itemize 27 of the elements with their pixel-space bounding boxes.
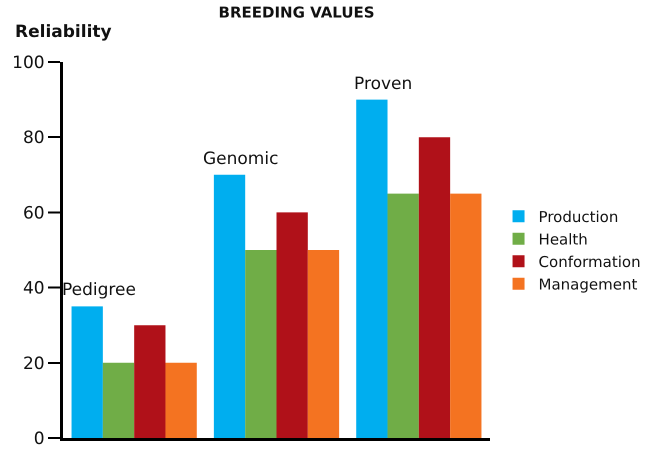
bar: [418, 137, 450, 438]
bar: [214, 174, 246, 438]
legend-label: Production: [538, 208, 618, 226]
chart-title: BREEDING VALUES: [218, 3, 375, 22]
bar: [356, 100, 388, 438]
y-tick-label: 80: [22, 128, 45, 148]
bar: [165, 362, 197, 438]
x-tick-label: Proven: [354, 74, 412, 94]
y-tick-label: 100: [12, 52, 45, 73]
bar: [72, 306, 103, 438]
legend-label: Conformation: [538, 253, 641, 272]
x-tick-label: Pedigree: [62, 280, 136, 300]
bar: [134, 325, 166, 438]
bar: [276, 212, 308, 438]
bar: [388, 194, 419, 438]
legend-label: Health: [538, 230, 588, 249]
bar: [450, 194, 482, 438]
y-tick-label: 0: [34, 428, 45, 449]
y-tick-label: 60: [22, 203, 45, 224]
bar: [245, 250, 276, 438]
legend-label: Management: [538, 276, 638, 294]
y-axis-title: Reliability: [15, 22, 112, 42]
bar: [102, 362, 134, 438]
y-tick-label: 40: [22, 278, 45, 299]
y-tick-label: 20: [22, 354, 45, 374]
bar: [308, 250, 340, 438]
x-tick-label: Genomic: [203, 149, 278, 169]
